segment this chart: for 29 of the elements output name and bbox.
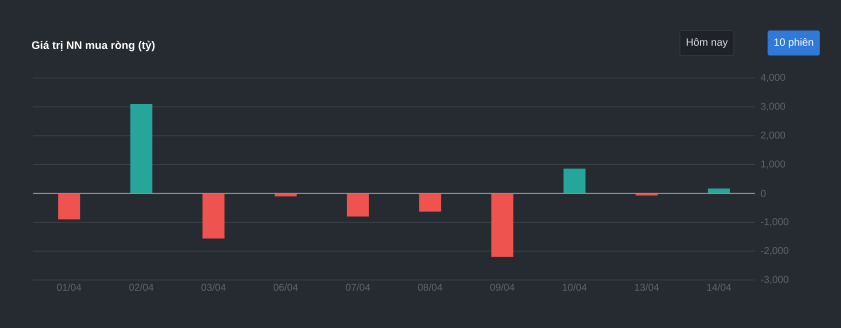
x-tick-label: 10/04 bbox=[562, 284, 587, 291]
x-tick-label: 07/04 bbox=[346, 284, 370, 291]
x-tick-label: 03/04 bbox=[201, 284, 226, 291]
x-tick-label: 01/04 bbox=[57, 284, 82, 291]
bar bbox=[346, 193, 369, 217]
bar bbox=[202, 193, 225, 238]
bar bbox=[130, 104, 152, 194]
x-tick-label: 02/04 bbox=[129, 284, 154, 291]
x-tick-label: 08/04 bbox=[418, 284, 442, 291]
y-tick-label: 0 bbox=[760, 190, 766, 197]
x-tick-label: 14/04 bbox=[707, 284, 732, 291]
bar bbox=[58, 193, 80, 220]
chart-title: Giá trị NN mua ròng (tỷ) bbox=[32, 40, 155, 52]
y-tick-label: -2,000 bbox=[760, 247, 788, 256]
bar bbox=[564, 168, 586, 194]
text: Hôm nay bbox=[686, 38, 728, 48]
y-tick-label: 3,000 bbox=[760, 102, 786, 111]
x-tick-label: 09/04 bbox=[490, 284, 514, 291]
x-tick-label: 06/04 bbox=[274, 284, 298, 291]
y-tick-label: 4,000 bbox=[760, 74, 786, 82]
y-tick-label: -1,000 bbox=[760, 218, 788, 226]
x-tick-label: 13/04 bbox=[635, 284, 659, 291]
bar bbox=[708, 188, 730, 194]
bar bbox=[419, 193, 442, 212]
y-tick-label: 2,000 bbox=[761, 132, 786, 140]
y-tick-label: 1,000 bbox=[761, 160, 786, 169]
bar bbox=[491, 193, 514, 257]
y-tick-label: -3,000 bbox=[760, 276, 788, 284]
text: 10 phiên bbox=[774, 38, 814, 48]
